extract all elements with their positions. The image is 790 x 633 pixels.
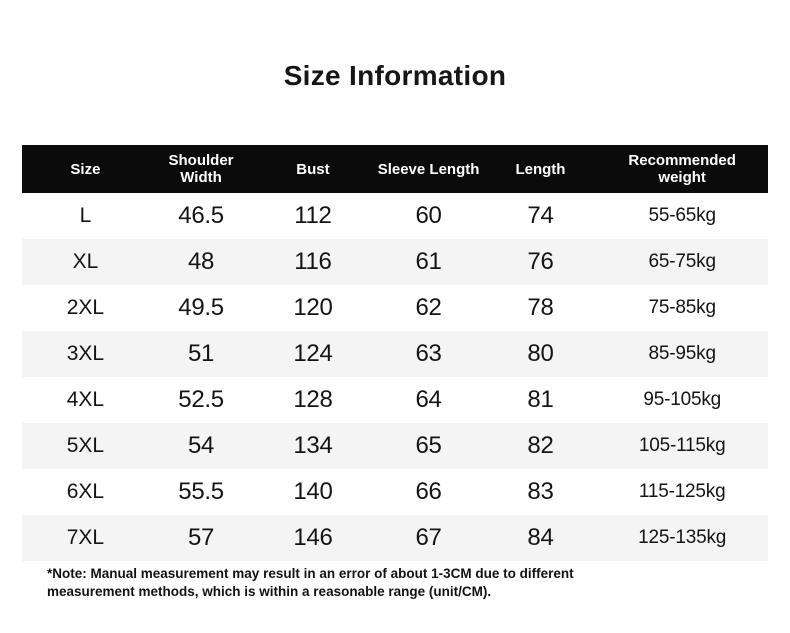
cell-shoulder-width: 54 bbox=[187, 432, 215, 459]
cell-length: 83 bbox=[527, 478, 554, 505]
cell-sleeve-length: 64 bbox=[415, 386, 442, 413]
cell-recommended-weight: 85-95kg bbox=[648, 343, 716, 364]
cell-size: L bbox=[79, 204, 92, 227]
cell-size: 3XL bbox=[66, 342, 105, 365]
cell-bust: 116 bbox=[294, 248, 332, 275]
measurement-note: *Note: Manual measurement may result in … bbox=[47, 566, 574, 599]
cell-sleeve-length: 66 bbox=[415, 478, 442, 505]
cell-size: 7XL bbox=[66, 526, 105, 549]
cell-length: 80 bbox=[527, 340, 554, 367]
cell-bust: 120 bbox=[293, 294, 333, 321]
cell-recommended-weight: 55-65kg bbox=[648, 205, 716, 226]
cell-sleeve-length: 65 bbox=[415, 432, 442, 459]
header-bust: Bust bbox=[296, 160, 330, 178]
cell-bust: 112 bbox=[294, 202, 332, 229]
cell-length: 78 bbox=[527, 294, 554, 321]
cell-recommended-weight: 75-85kg bbox=[648, 297, 716, 318]
cell-recommended-weight: 125-135kg bbox=[638, 527, 727, 548]
cell-shoulder-width: 46.5 bbox=[178, 202, 224, 229]
cell-shoulder-width: 57 bbox=[187, 524, 215, 551]
table-row-4xl: 4XL 52.5 128 64 81 95-105kg bbox=[22, 377, 768, 423]
cell-size: XL bbox=[72, 250, 99, 273]
cell-size: 6XL bbox=[66, 480, 105, 503]
cell-recommended-weight: 65-75kg bbox=[648, 251, 716, 272]
cell-shoulder-width: 52.5 bbox=[178, 386, 224, 413]
cell-size: 5XL bbox=[66, 434, 105, 457]
header-length: Length bbox=[515, 160, 566, 178]
header-size: Size bbox=[70, 160, 101, 178]
header-shoulder-width: Shoulder Width bbox=[168, 152, 234, 186]
cell-sleeve-length: 63 bbox=[415, 340, 442, 367]
cell-bust: 146 bbox=[293, 524, 333, 551]
size-table: Size Shoulder Width Bust Sleeve Length L… bbox=[22, 145, 768, 561]
cell-length: 74 bbox=[527, 202, 554, 229]
table-row-5xl: 5XL 54 134 65 82 105-115kg bbox=[22, 423, 768, 469]
cell-sleeve-length: 61 bbox=[415, 248, 442, 275]
cell-shoulder-width: 51 bbox=[187, 340, 215, 367]
cell-shoulder-width: 49.5 bbox=[178, 294, 224, 321]
cell-recommended-weight: 95-105kg bbox=[643, 389, 721, 410]
header-sleeve-length: Sleeve Length bbox=[377, 160, 480, 178]
cell-sleeve-length: 67 bbox=[415, 524, 442, 551]
cell-bust: 134 bbox=[293, 432, 333, 459]
table-row-xl: XL 48 116 61 76 65-75kg bbox=[22, 239, 768, 285]
cell-bust: 124 bbox=[293, 340, 333, 367]
cell-length: 84 bbox=[527, 524, 554, 551]
table-row-7xl: 7XL 57 146 67 84 125-135kg bbox=[22, 515, 768, 561]
header-recommended-weight: Recommended weight bbox=[628, 152, 736, 186]
table-row-3xl: 3XL 51 124 63 80 85-95kg bbox=[22, 331, 768, 377]
cell-recommended-weight: 105-115kg bbox=[638, 435, 726, 456]
cell-shoulder-width: 48 bbox=[187, 248, 215, 275]
cell-sleeve-length: 60 bbox=[415, 202, 442, 229]
cell-size: 2XL bbox=[66, 296, 105, 319]
table-row-6xl: 6XL 55.5 140 66 83 115-125kg bbox=[22, 469, 768, 515]
page-title: Size Information bbox=[283, 60, 507, 91]
cell-bust: 128 bbox=[293, 386, 333, 413]
cell-length: 76 bbox=[527, 248, 554, 275]
cell-recommended-weight: 115-125kg bbox=[638, 481, 726, 502]
table-header-row: Size Shoulder Width Bust Sleeve Length L… bbox=[22, 145, 768, 193]
cell-shoulder-width: 55.5 bbox=[178, 478, 224, 505]
table-row-l: L 46.5 112 60 74 55-65kg bbox=[22, 193, 768, 239]
cell-sleeve-length: 62 bbox=[415, 294, 442, 321]
cell-bust: 140 bbox=[293, 478, 333, 505]
table-row-2xl: 2XL 49.5 120 62 78 75-85kg bbox=[22, 285, 768, 331]
cell-length: 81 bbox=[527, 386, 554, 413]
cell-size: 4XL bbox=[66, 388, 105, 411]
cell-length: 82 bbox=[527, 432, 554, 459]
